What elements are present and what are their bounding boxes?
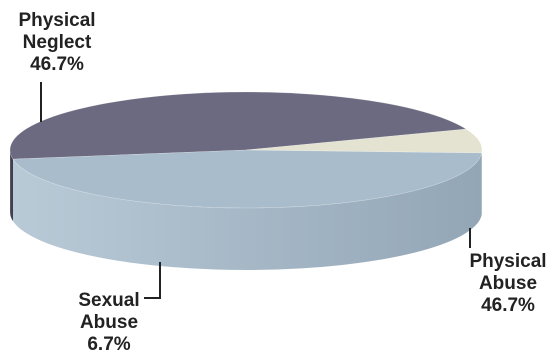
- label-line1: Physical: [469, 251, 547, 272]
- label-line1: Sexual: [78, 290, 140, 311]
- label-line2: Neglect: [22, 32, 92, 53]
- slice-label-physical-abuse: Physical Abuse 46.7%: [462, 251, 554, 317]
- pie-slice-physical-neglect: [12, 149, 483, 209]
- label-value: 46.7%: [481, 295, 535, 316]
- label-line2: Abuse: [79, 312, 139, 333]
- slice-label-sexual-abuse: Sexual Abuse 6.7%: [66, 290, 152, 356]
- label-value: 46.7%: [30, 54, 84, 75]
- slice-label-physical-neglect: Physical Neglect 46.7%: [8, 10, 106, 76]
- label-line2: Abuse: [478, 273, 538, 294]
- label-value: 6.7%: [87, 334, 131, 355]
- label-line1: Physical: [18, 10, 96, 31]
- pie-side-physical-abuse: [9, 150, 13, 222]
- pie-slice-sexual-abuse: [245, 128, 483, 154]
- leader-line-sexual-abuse: [144, 262, 161, 299]
- pie-slice-physical-abuse: [9, 91, 468, 160]
- pie-side-physical-neglect: [12, 153, 482, 271]
